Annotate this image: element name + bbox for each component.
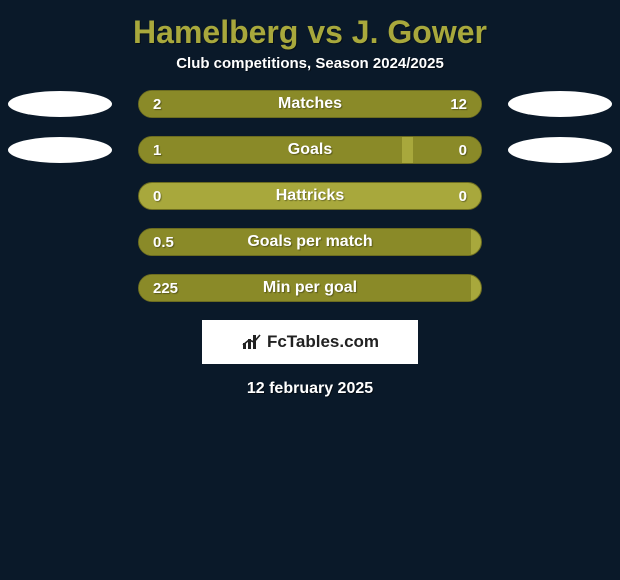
stat-label: Goals <box>139 137 481 163</box>
stat-label: Goals per match <box>139 229 481 255</box>
player-avatar-left <box>8 137 112 163</box>
chart-icon <box>241 333 263 351</box>
stat-bar: 1Goals0 <box>138 136 482 164</box>
page-title: Hamelberg vs J. Gower <box>0 8 620 55</box>
comparison-infographic: Hamelberg vs J. Gower Club competitions,… <box>0 0 620 398</box>
stat-bar: 0Hattricks0 <box>138 182 482 210</box>
page-subtitle: Club competitions, Season 2024/2025 <box>0 55 620 90</box>
stat-value-right: 0 <box>459 183 467 209</box>
stat-row: 0.5Goals per match <box>0 228 620 256</box>
player-avatar-right <box>508 91 612 117</box>
stat-row: 0Hattricks0 <box>0 182 620 210</box>
brand-text: FcTables.com <box>241 332 379 352</box>
stat-label: Min per goal <box>139 275 481 301</box>
stat-label: Matches <box>139 91 481 117</box>
player-avatar-left <box>8 91 112 117</box>
stat-bar: 0.5Goals per match <box>138 228 482 256</box>
player-avatar-right <box>508 137 612 163</box>
brand-label: FcTables.com <box>267 332 379 352</box>
stat-bar: 2Matches12 <box>138 90 482 118</box>
stat-value-right: 12 <box>450 91 467 117</box>
stat-row: 1Goals0 <box>0 136 620 164</box>
date-label: 12 february 2025 <box>0 364 620 398</box>
stat-bar: 225Min per goal <box>138 274 482 302</box>
stat-rows: 2Matches121Goals00Hattricks00.5Goals per… <box>0 90 620 302</box>
brand-badge: FcTables.com <box>202 320 418 364</box>
stat-label: Hattricks <box>139 183 481 209</box>
stat-value-right: 0 <box>459 137 467 163</box>
stat-row: 2Matches12 <box>0 90 620 118</box>
stat-row: 225Min per goal <box>0 274 620 302</box>
